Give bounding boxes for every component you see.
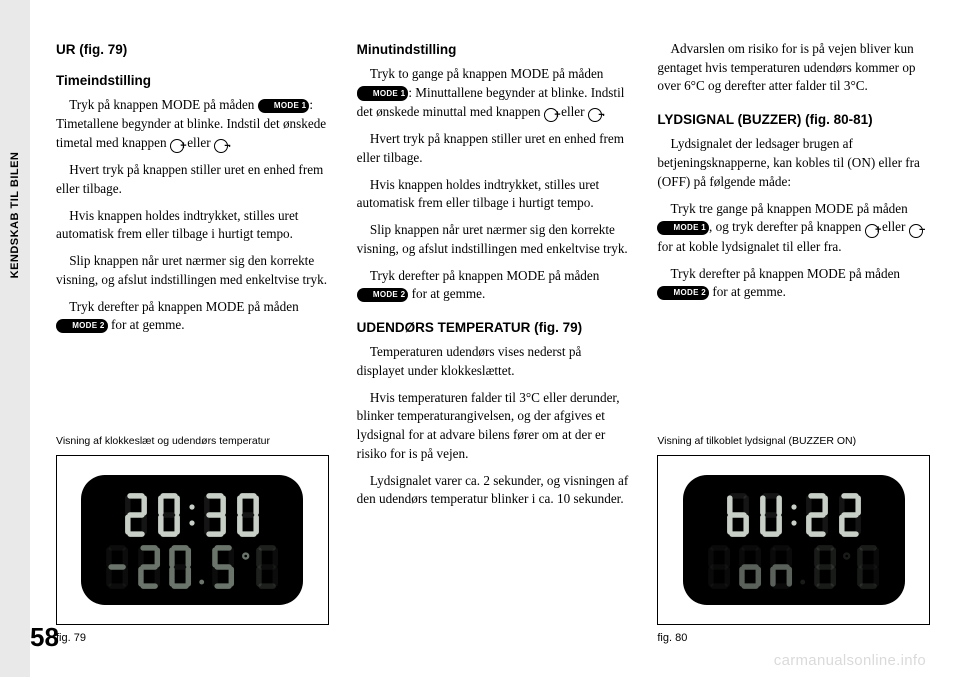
display-1 (81, 475, 303, 605)
col2-p3: Hvis knappen holdes indtrykket, stilles … (357, 176, 630, 213)
col3-p4: Tryk derefter på knappen MODE på måden M… (657, 265, 930, 302)
text: . (228, 135, 231, 150)
minus-icon: − (909, 224, 923, 238)
col2-p6: Temperaturen udendørs vises nederst på d… (357, 343, 630, 380)
mode1-icon: MODE 1 (258, 99, 310, 113)
plus-icon: + (544, 108, 558, 122)
column-2: Minutindstilling Tryk to gange på knappe… (357, 40, 630, 647)
mode2-icon: MODE 2 (357, 288, 409, 302)
col3-p3: Tryk tre gange på knappen MODE på måden … (657, 200, 930, 257)
watermark: carmanualsonline.info (774, 652, 926, 669)
col2-p8: Lydsignalet varer ca. 2 sekunder, og vis… (357, 472, 630, 509)
col2-p2: Hvert tryk på knappen stiller uret en en… (357, 130, 630, 167)
heading-minutindstilling: Minutindstilling (357, 40, 630, 59)
sidebar-label: KENDSKAB TIL BILEN (9, 151, 21, 278)
display-2 (683, 475, 905, 605)
col2-p5: Tryk derefter på knappen MODE på måden M… (357, 267, 630, 304)
plus-icon: + (865, 224, 879, 238)
page-number: 58 (30, 622, 59, 653)
text: for at gemme. (108, 317, 185, 332)
text: Tryk tre gange på knappen MODE på måden (671, 201, 908, 216)
minus-icon: − (214, 139, 228, 153)
text: Tryk derefter på knappen MODE på måden (370, 268, 600, 283)
heading-udendors-temperatur: UDENDØRS TEMPERATUR (fig. 79) (357, 318, 630, 337)
text: for at koble lydsignalet til eller fra. (657, 239, 841, 254)
text: eller (879, 219, 909, 234)
col2-p1: Tryk to gange på knappen MODE på måden M… (357, 65, 630, 122)
fig79-frame (56, 455, 329, 625)
text: for at gemme. (709, 284, 786, 299)
text: Tryk derefter på knappen MODE på måden (69, 299, 299, 314)
col1-p5: Tryk derefter på knappen MODE på måden M… (56, 298, 329, 335)
page: KENDSKAB TIL BILEN UR (fig. 79) Timeinds… (0, 0, 960, 677)
mode2-icon: MODE 2 (657, 286, 709, 300)
col1-p2: Hvert tryk på knappen stiller uret en en… (56, 161, 329, 198)
col2-p4: Slip knappen når uret nærmer sig den kor… (357, 221, 630, 258)
fig80-label: fig. 80 (657, 631, 930, 647)
mode2-icon: MODE 2 (56, 319, 108, 333)
mode1-icon: MODE 1 (657, 221, 709, 235)
fig79-label: fig. 79 (56, 631, 329, 647)
col1-p4: Slip knappen når uret nærmer sig den kor… (56, 252, 329, 289)
plus-icon: + (170, 139, 184, 153)
text: Tryk derefter på knappen MODE på måden (671, 266, 901, 281)
col1-p1: Tryk på knappen MODE på måden MODE 1: Ti… (56, 96, 329, 153)
text: , og tryk derefter på knappen (709, 219, 865, 234)
text: . (602, 104, 605, 119)
heading-ur: UR (fig. 79) (56, 40, 329, 59)
col2-p7: Hvis temperaturen falder til 3°C eller d… (357, 389, 630, 464)
heading-lydsignal: LYDSIGNAL (BUZZER) (fig. 80-81) (657, 110, 930, 129)
text: Tryk på knappen MODE på måden (69, 97, 258, 112)
text: for at gemme. (408, 286, 485, 301)
col1-p3: Hvis knappen holdes indtrykket, stilles … (56, 207, 329, 244)
fig80-frame (657, 455, 930, 625)
fig79-caption: Visning af klokkeslæt og udendørs temper… (56, 434, 329, 449)
heading-timeindstilling: Timeindstilling (56, 71, 329, 90)
mode1-icon: MODE 1 (357, 86, 409, 100)
fig80-caption: Visning af tilkoblet lydsignal (BUZZER O… (657, 434, 930, 449)
text: Tryk to gange på knappen MODE på måden (370, 66, 604, 81)
column-3: Advarslen om risiko for is på vejen bliv… (657, 40, 930, 647)
minus-icon: − (588, 108, 602, 122)
text: eller (184, 135, 214, 150)
sidebar-tab: KENDSKAB TIL BILEN (0, 0, 30, 677)
col3-p2: Lydsignalet der ledsager brugen af betje… (657, 135, 930, 191)
text: eller (558, 104, 588, 119)
column-1: UR (fig. 79) Timeindstilling Tryk på kna… (56, 40, 329, 647)
col3-p1: Advarslen om risiko for is på vejen bliv… (657, 40, 930, 96)
content-columns: UR (fig. 79) Timeindstilling Tryk på kna… (56, 40, 930, 647)
